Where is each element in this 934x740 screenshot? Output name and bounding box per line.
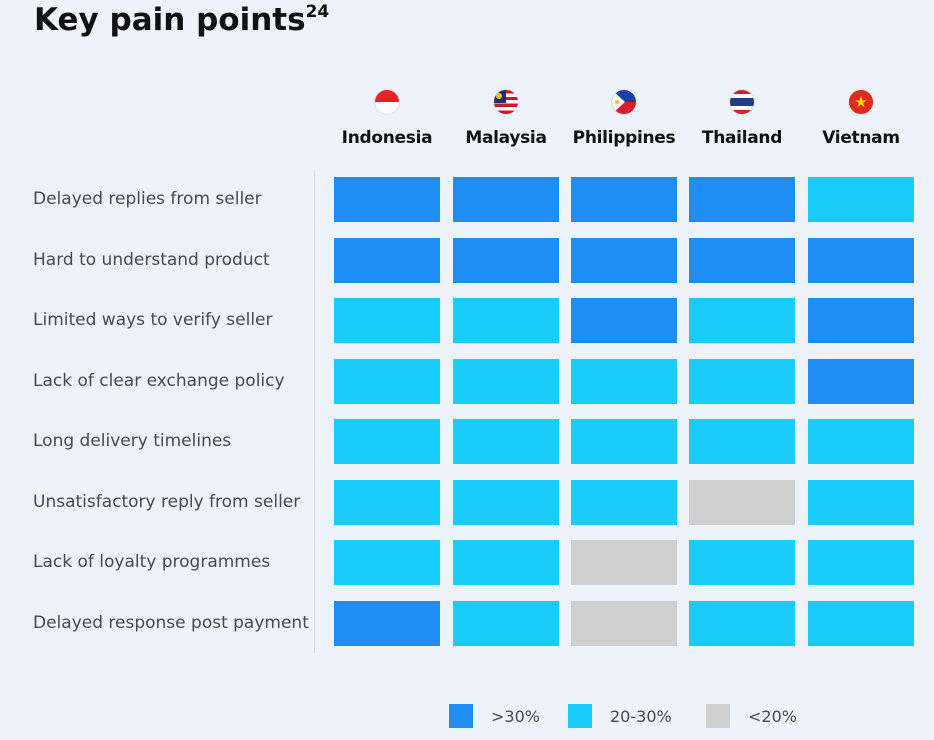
page-title: Key pain points24: [34, 2, 329, 38]
heatmap-cell: [334, 237, 440, 283]
heatmap-cell: [808, 540, 914, 585]
heatmap-cell: [689, 600, 795, 646]
heatmap-cell: [571, 600, 677, 646]
column-label: Thailand: [701, 128, 783, 148]
legend-item: <20%: [706, 704, 797, 728]
heatmap-cell: [453, 600, 559, 646]
legend-swatch: [568, 704, 592, 728]
legend-item: >30%: [449, 704, 540, 728]
heatmap-cell: [453, 358, 559, 404]
heatmap-cell: [571, 479, 677, 525]
label-divider: [314, 170, 315, 653]
heatmap-cell: [571, 540, 677, 585]
heatmap-cell: [453, 419, 559, 464]
heatmap-cell: [808, 479, 914, 525]
row-label: Limited ways to verify seller: [33, 310, 273, 330]
legend-label: >30%: [491, 706, 540, 726]
heatmap-cell: [571, 237, 677, 283]
column-label: Vietnam: [822, 128, 900, 148]
column-header-vietnam: ★ Vietnam: [801, 90, 921, 148]
column-header-malaysia: Malaysia: [446, 90, 566, 148]
heatmap-cell: [808, 600, 914, 646]
heatmap-cell: [689, 298, 795, 343]
heatmap-cell: [453, 479, 559, 525]
heatmap-cell: [334, 479, 440, 525]
column-label: Philippines: [572, 128, 676, 148]
thailand-flag-icon: [730, 90, 754, 114]
heatmap-cell: [453, 177, 559, 222]
heatmap-cell: [808, 177, 914, 222]
row-label: Long delivery timelines: [33, 431, 232, 451]
heatmap-cell: [334, 419, 440, 464]
title-superscript: 24: [305, 1, 330, 22]
philippines-flag-icon: [612, 90, 636, 114]
heatmap-cell: [571, 358, 677, 404]
row-label: Lack of loyalty programmes: [33, 552, 271, 572]
column-label: Malaysia: [465, 128, 547, 148]
title-text: Key pain points: [34, 2, 306, 38]
heatmap-cell: [334, 540, 440, 585]
malaysia-flag-icon: [494, 90, 518, 114]
heatmap-cell: [808, 419, 914, 464]
legend-label: 20-30%: [610, 706, 672, 726]
row-label: Hard to understand product: [33, 249, 270, 270]
legend-swatch: [706, 704, 730, 728]
column-header-indonesia: Indonesia: [327, 90, 447, 148]
heatmap-cell: [453, 540, 559, 585]
heatmap-cell: [689, 358, 795, 404]
column-label: Indonesia: [341, 128, 433, 148]
vietnam-flag-icon: ★: [849, 90, 873, 114]
legend-label: <20%: [748, 706, 797, 726]
indonesia-flag-icon: [375, 90, 399, 114]
legend-item: 20-30%: [568, 704, 672, 728]
row-label: Unsatisfactory reply from seller: [33, 491, 301, 512]
heatmap-cell: [334, 600, 440, 646]
row-label: Delayed replies from seller: [33, 189, 262, 209]
row-label: Delayed response post payment: [33, 612, 309, 633]
heatmap-cell: [571, 419, 677, 464]
row-label: Lack of clear exchange policy: [33, 370, 285, 391]
column-header-philippines: Philippines: [564, 90, 684, 148]
heatmap-cell: [571, 177, 677, 222]
heatmap-cell: [808, 237, 914, 283]
heatmap-cell: [334, 177, 440, 222]
heatmap-cell: [808, 298, 914, 343]
heatmap-cell: [571, 298, 677, 343]
heatmap-cell: [689, 540, 795, 585]
heatmap-cell: [334, 358, 440, 404]
heatmap-cell: [808, 358, 914, 404]
heatmap-cell: [689, 419, 795, 464]
heatmap-cell: [453, 298, 559, 343]
heatmap-cell: [334, 298, 440, 343]
column-header-thailand: Thailand: [682, 90, 802, 148]
heatmap-cell: [689, 177, 795, 222]
heatmap-cell: [689, 237, 795, 283]
legend-swatch: [449, 704, 473, 728]
heatmap-cell: [453, 237, 559, 283]
heatmap-cell: [689, 479, 795, 525]
